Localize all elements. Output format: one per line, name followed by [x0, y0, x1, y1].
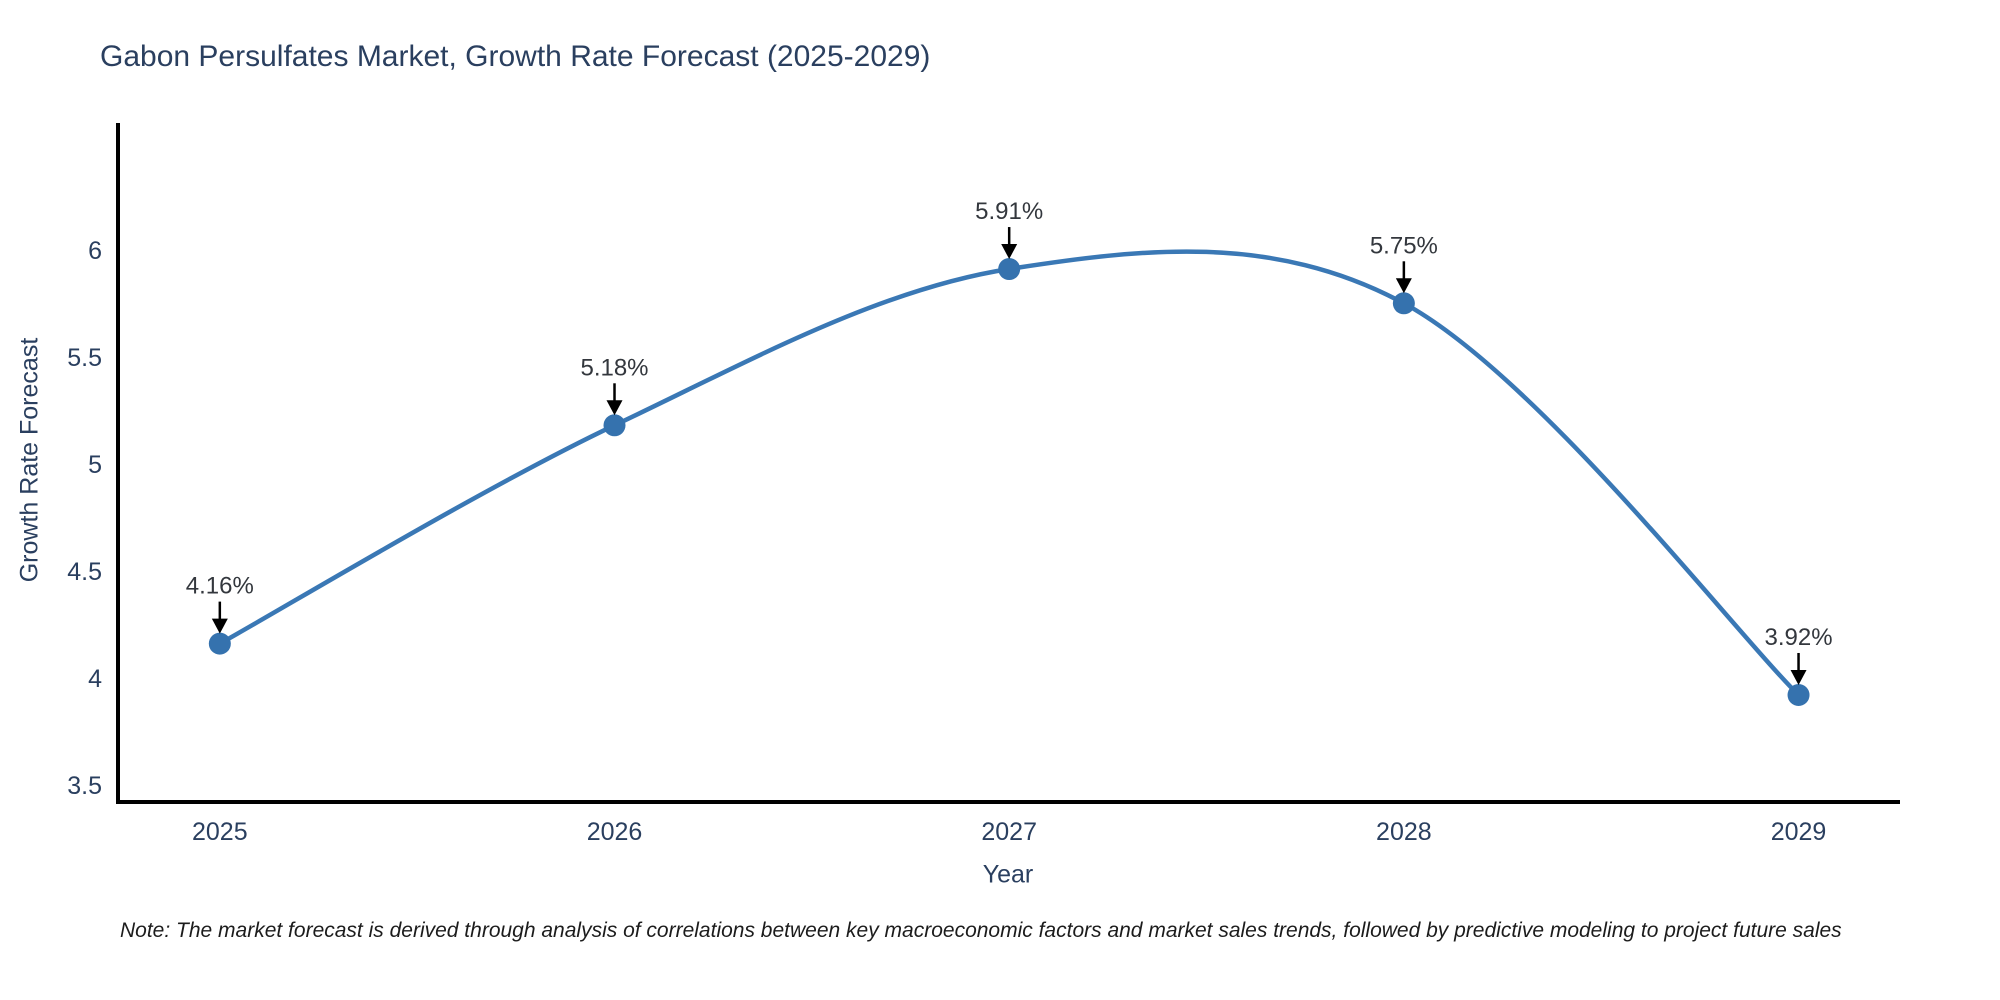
data-point-marker	[1787, 683, 1810, 706]
data-point-label: 3.92%	[1765, 624, 1833, 651]
x-axis-tick-label: 2026	[587, 818, 643, 846]
y-axis-tick-label: 6	[88, 237, 102, 265]
footnote: Note: The market forecast is derived thr…	[120, 919, 1842, 942]
data-point-marker	[603, 414, 626, 437]
data-point-marker	[1392, 292, 1415, 315]
annotation-arrow-icon	[1790, 669, 1807, 685]
axis-lines	[116, 123, 1900, 804]
y-axis-tick-label: 3.5	[67, 772, 102, 800]
y-axis-tick-label: 5	[88, 451, 102, 479]
annotation-arrow-icon	[1001, 244, 1018, 260]
trend-line	[217, 249, 1801, 698]
data-point-label: 5.75%	[1370, 232, 1438, 259]
x-axis-tick-label: 2025	[192, 818, 248, 846]
data-point-label: 5.91%	[975, 198, 1043, 225]
x-axis-tick-label: 2028	[1376, 818, 1432, 846]
x-axis-title: Year	[982, 860, 1034, 889]
annotation-arrow-icon	[211, 618, 228, 634]
data-point-marker	[998, 258, 1021, 281]
data-point-label: 5.18%	[580, 354, 648, 381]
data-point-label: 4.16%	[186, 573, 254, 600]
chart-title: Gabon Persulfates Market, Growth Rate Fo…	[100, 40, 931, 73]
y-axis-title: Growth Rate Forecast	[15, 337, 44, 583]
y-axis-tick-label: 5.5	[67, 344, 102, 372]
x-axis-tick-label: 2027	[981, 818, 1037, 846]
annotation-arrow-icon	[606, 400, 623, 416]
y-axis-tick-label: 4	[88, 665, 102, 693]
data-point-marker	[208, 632, 231, 655]
x-axis-tick-label: 2029	[1771, 818, 1827, 846]
annotation-arrow-icon	[1395, 278, 1412, 294]
y-axis-tick-label: 4.5	[67, 558, 102, 586]
